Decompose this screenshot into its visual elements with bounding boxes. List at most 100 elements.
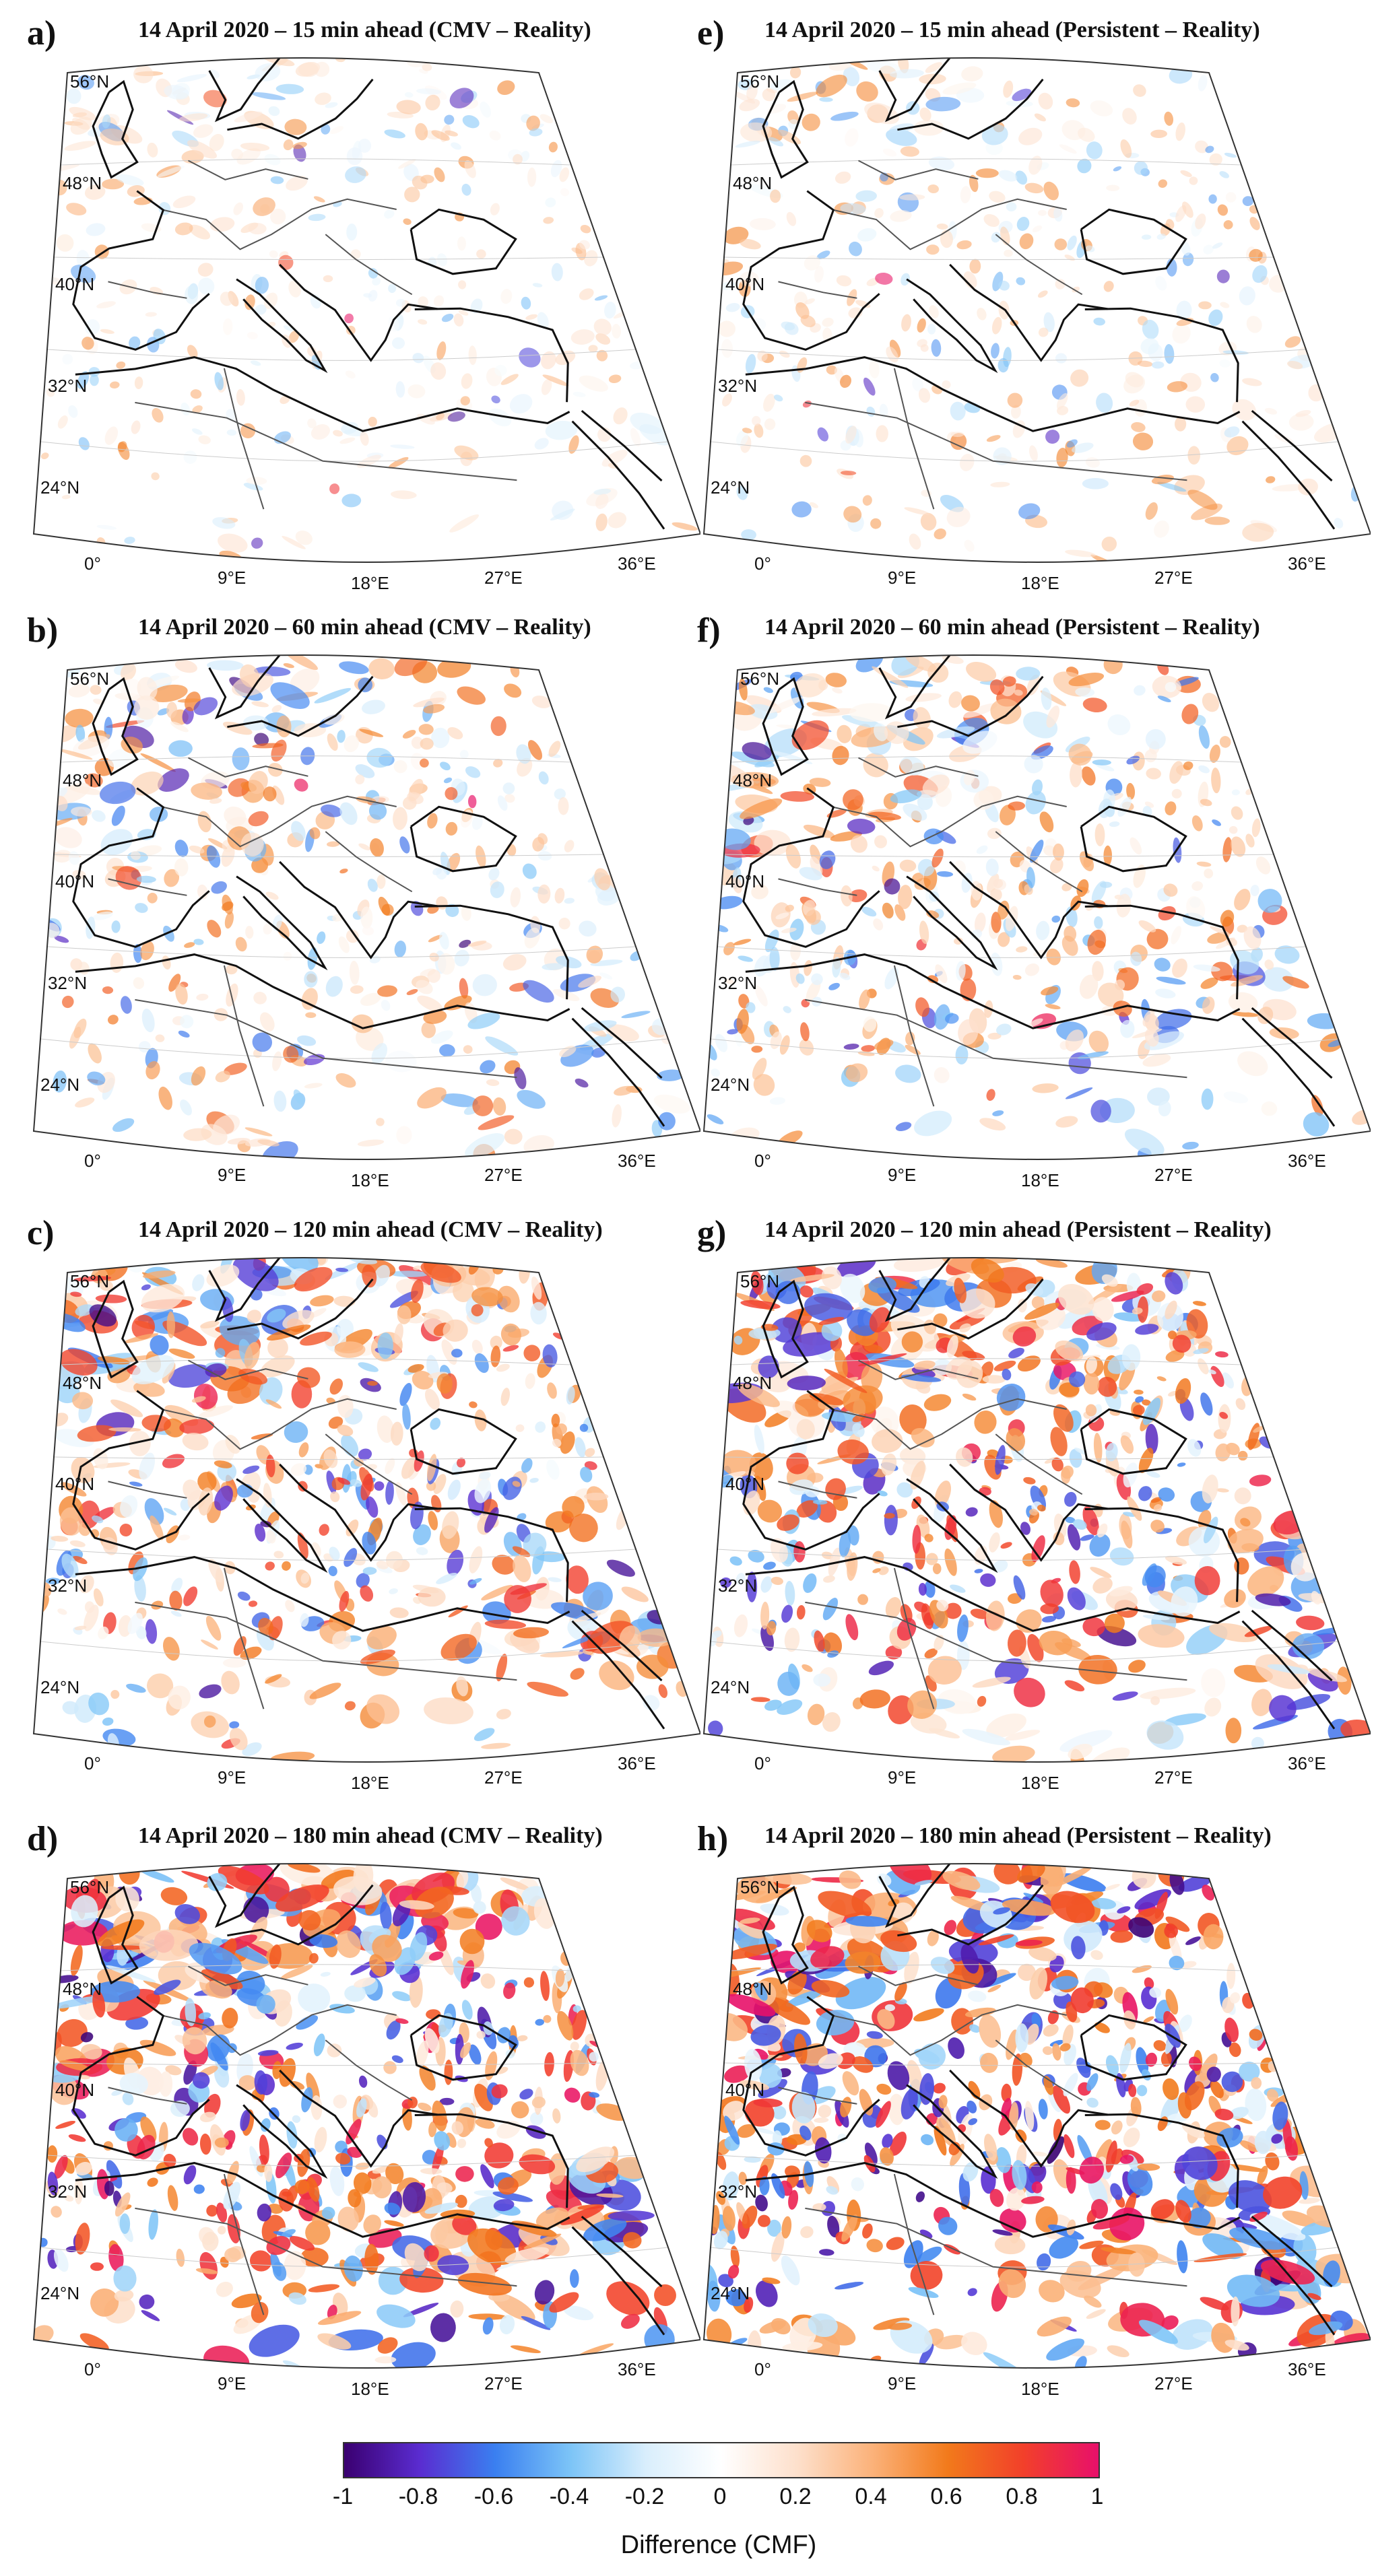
map-frame [32,1862,700,2369]
difference-patch [452,2214,477,2235]
difference-patch [904,507,930,516]
difference-patch [903,2240,923,2268]
difference-patch [1038,209,1047,216]
difference-patch [1064,926,1077,942]
difference-patch [459,1928,485,1955]
difference-patch [740,238,761,250]
difference-patch [1156,1376,1167,1382]
border-line [108,1481,187,1499]
difference-patch [330,1491,340,1503]
difference-patch [1181,1961,1197,1969]
difference-patch [1180,170,1192,177]
difference-patch [1254,2130,1272,2155]
difference-patch [913,2008,944,2022]
map: 56°N48°N40°N32°N24°N0°9°E 18°E 27°E36°E [32,1256,700,1793]
difference-patch [843,67,860,87]
latitude-label: 24°N [711,2283,750,2303]
difference-patch [203,90,227,108]
difference-patch [945,1013,959,1024]
difference-patch [721,339,733,358]
difference-patch [244,1127,273,1137]
difference-patch [345,370,356,379]
difference-patch [339,1590,350,1612]
difference-patch [1119,2155,1134,2164]
coastline [92,677,139,776]
difference-patch [329,1547,340,1561]
difference-patch [1171,2319,1213,2350]
difference-patch [1035,1258,1068,1268]
difference-patch [358,138,372,153]
difference-patch [1249,2029,1263,2041]
difference-patch [818,1891,872,1919]
difference-patch [1264,407,1278,415]
difference-patch [1175,2200,1191,2223]
difference-patch [344,2256,363,2282]
difference-patch [289,2236,315,2251]
difference-patch [196,993,209,1001]
difference-patch [460,2042,471,2058]
difference-patch [272,1051,282,1071]
difference-patch [1136,2047,1149,2076]
difference-patch [451,142,461,150]
difference-patch [753,1074,775,1096]
difference-patch [1064,2134,1075,2159]
difference-patch [1074,2356,1087,2368]
difference-patch [385,1481,394,1505]
difference-patch [993,1864,1021,1885]
longitude-label: 27°E [484,1767,523,1788]
difference-patch [769,1097,786,1105]
difference-patch [1090,2199,1109,2219]
difference-patch [874,835,887,848]
difference-patch [485,1036,519,1056]
difference-patch [1165,1989,1179,2015]
difference-patch [711,1069,720,1077]
difference-patch [735,140,760,148]
difference-patch [362,1264,377,1288]
coastline [208,1864,281,1928]
difference-patch [736,1009,749,1034]
coastline [906,278,998,374]
difference-patch [771,2232,785,2262]
difference-patch [407,384,426,399]
difference-patch [738,955,754,962]
difference-patch [298,1984,331,2013]
difference-patch [927,323,936,335]
border-line [778,2087,857,2105]
difference-patch [133,65,154,83]
difference-patch [327,841,340,847]
difference-patch [564,840,575,852]
difference-patch [1144,1977,1154,1990]
difference-patch [443,1319,468,1342]
difference-patch [141,1415,171,1432]
difference-patch [746,1002,756,1013]
difference-patch [394,941,406,957]
difference-patch [1132,1404,1145,1416]
difference-patch [901,1374,942,1382]
difference-patch [54,2155,68,2179]
difference-patch [182,706,194,724]
difference-patch [601,449,628,467]
difference-patch [294,2179,310,2194]
difference-patch [46,387,55,397]
difference-patch [88,1692,110,1716]
difference-patch [198,277,215,295]
difference-patch [878,1566,889,1575]
difference-patch [791,501,812,518]
map-frame [32,1256,700,1763]
difference-patch [1222,837,1233,862]
difference-patch [377,1332,393,1359]
difference-patch [134,376,143,389]
difference-patch [876,2101,891,2128]
border-line [805,2207,1187,2287]
difference-patch [967,2288,977,2297]
difference-patch [475,1913,502,1940]
difference-patch [861,906,877,917]
difference-patch [886,2237,905,2250]
difference-patch [995,1445,1006,1475]
difference-patch [1005,1730,1041,1741]
graticule-line [46,1549,636,1561]
coastline [878,58,951,123]
difference-patch [1168,1330,1177,1340]
difference-patch [1264,959,1274,970]
difference-patch [325,102,338,108]
